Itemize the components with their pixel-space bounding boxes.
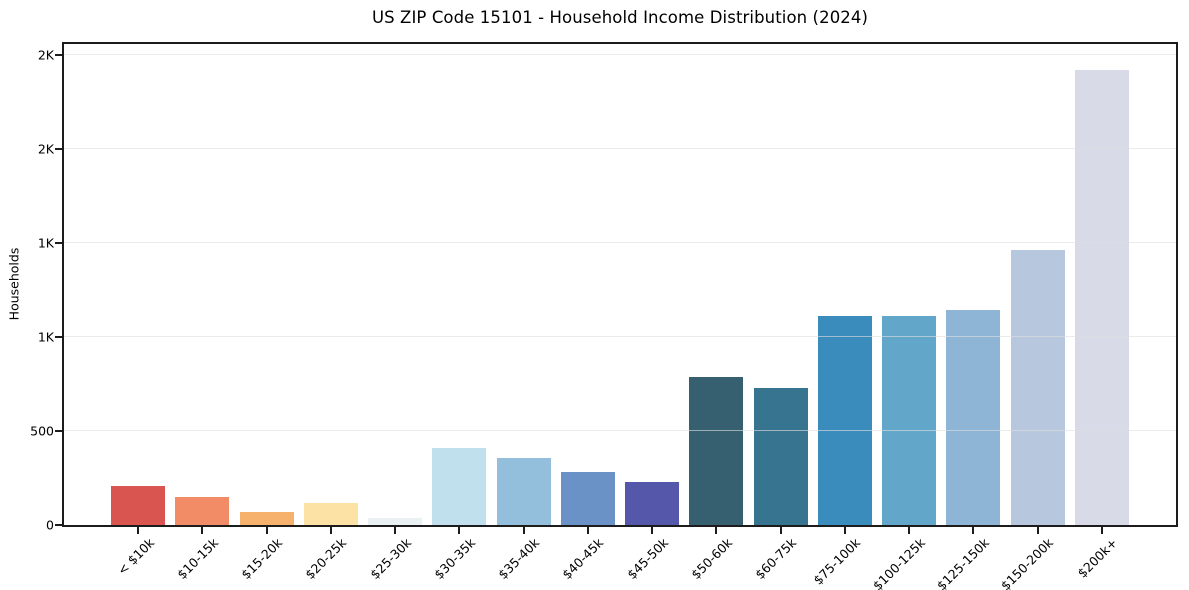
x-tick-label: $30-35k	[430, 535, 478, 583]
bar-slot: $25-30k	[363, 44, 427, 582]
x-tick-label: $45-50k	[623, 535, 671, 583]
bar	[496, 458, 551, 525]
x-tick-mark	[651, 527, 654, 534]
x-tick-mark	[972, 527, 975, 534]
x-tick-mark	[779, 527, 782, 534]
x-tick-label: $200k+	[1074, 535, 1121, 581]
x-tick-mark	[329, 527, 332, 534]
bar	[303, 503, 358, 525]
x-tick-label: < $10k	[113, 535, 157, 578]
y-tick-label: 2K	[37, 47, 54, 63]
bar-slot: $100-125k	[869, 44, 941, 590]
bar-slot: $45-50k	[620, 44, 684, 582]
x-tick-label: $150-200k	[997, 535, 1057, 590]
x-tick-mark	[137, 527, 140, 534]
x-tick-label: $20-25k	[302, 535, 350, 583]
y-axis: 0 500 1K 1K 2K 2K	[30, 44, 1176, 533]
x-tick-label: $25-30k	[366, 535, 414, 583]
x-tick-label: $50-60k	[687, 535, 735, 583]
x-tick-mark	[394, 527, 397, 534]
x-tick-label: $100-125k	[869, 535, 928, 590]
bar	[1010, 249, 1065, 525]
plot-area: < $10k $10-15k $15-20k $20-25k $25-30k $30-35…	[30, 42, 1178, 590]
x-tick-label: $40-45k	[559, 535, 607, 583]
x-tick-mark	[843, 527, 846, 534]
bar-slot: $20-25k	[299, 44, 363, 582]
bar	[882, 315, 937, 525]
y-tick-mark	[55, 242, 62, 245]
bar	[625, 481, 680, 525]
y-tick-label: 2K	[37, 141, 54, 157]
bar	[689, 376, 744, 525]
y-tick-label: 500	[30, 423, 54, 439]
y-tick-label: 1K	[37, 235, 54, 251]
x-tick-mark	[1036, 527, 1039, 534]
y-tick-mark	[55, 430, 62, 433]
bar-slot: $10-15k	[170, 44, 234, 582]
x-tick-mark	[908, 527, 911, 534]
bars-layer: < $10k $10-15k $15-20k $20-25k $25-30k $30-35…	[64, 44, 1176, 590]
bar	[239, 512, 294, 525]
bar	[946, 309, 1001, 525]
bar-slot: < $10k	[106, 44, 170, 578]
bar	[560, 472, 615, 525]
y-tick-mark	[55, 54, 62, 57]
bar-slot: $40-45k	[556, 44, 620, 582]
chart-title: US ZIP Code 15101 - Household Income Dis…	[371, 8, 869, 27]
y-tick-mark	[55, 524, 62, 526]
x-tick-label: $10-15k	[173, 535, 221, 583]
x-tick-label: $60-75k	[752, 535, 800, 583]
x-tick-mark	[201, 527, 204, 534]
bar	[432, 447, 487, 525]
x-tick-label: $15-20k	[238, 535, 286, 583]
bar	[111, 485, 166, 525]
bar-slot: $50-60k	[684, 44, 748, 582]
x-tick-label: $35-40k	[495, 535, 543, 583]
y-tick-mark	[55, 148, 62, 151]
x-tick-mark	[1100, 527, 1103, 534]
x-tick-mark	[522, 527, 525, 534]
x-tick-mark	[715, 527, 718, 534]
bar	[1074, 70, 1129, 525]
bar-slot: $60-75k	[749, 44, 813, 582]
x-tick-mark	[458, 527, 461, 534]
bar-slot: $75-100k	[811, 44, 877, 588]
bar-slot: $30-35k	[427, 44, 491, 582]
bar-slot: $15-20k	[235, 44, 299, 582]
bar	[753, 387, 808, 525]
bar-slot: $125-150k	[934, 44, 1005, 590]
bar-slot: $200k+	[1070, 44, 1134, 581]
bar-slot: $35-40k	[492, 44, 556, 582]
bar	[175, 496, 230, 525]
x-tick-label: $75-100k	[810, 535, 864, 588]
y-axis-title: Households	[6, 247, 22, 321]
y-tick-label: 1K	[37, 329, 54, 345]
bar	[817, 315, 872, 525]
x-tick-label: $125-150k	[933, 535, 992, 590]
x-tick-mark	[265, 527, 268, 534]
bar-slot: $150-200k	[998, 44, 1070, 590]
y-tick-mark	[55, 336, 62, 339]
y-tick-label: 0	[46, 517, 54, 533]
bar	[368, 518, 423, 525]
x-tick-mark	[586, 527, 589, 534]
